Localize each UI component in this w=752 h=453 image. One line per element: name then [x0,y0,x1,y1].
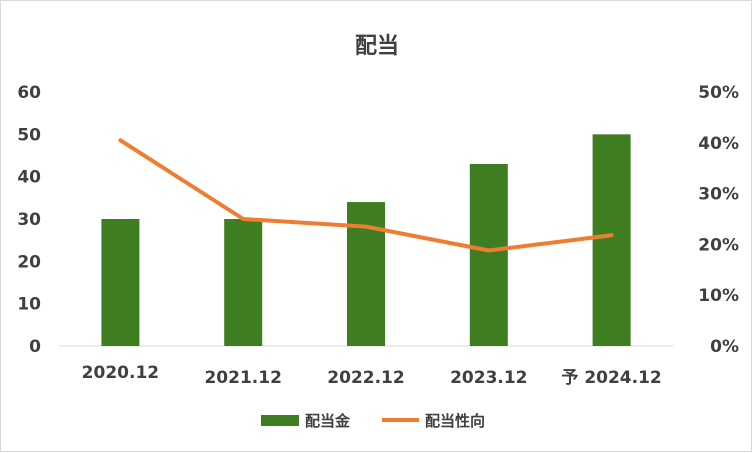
payout-ratio-point [487,248,491,252]
left-tick-label: 40 [17,168,41,188]
right-tick-label: 20% [698,235,739,255]
payout-ratio-point [610,233,614,237]
bar-dividend [347,202,385,346]
payout-ratio-point [364,225,368,229]
left-tick-label: 50 [17,125,41,145]
x-tick-label: 2022.12 [327,368,404,388]
bars-group [101,134,631,346]
left-tick-label: 60 [17,83,41,103]
x-axis-labels: 2020.12 2021.12 2022.12 2023.12 予 2024.12 [82,363,662,388]
x-tick-label: 2020.12 [82,363,159,383]
bar-dividend [224,219,263,346]
bar-dividend [469,163,508,346]
x-tick-label: 2021.12 [204,368,281,388]
right-tick-label: 0% [710,337,739,357]
legend-label-bar: 配当金 [305,412,351,430]
payout-ratio-point [241,217,245,221]
legend-swatch-bar [261,415,299,426]
right-axis-ticks: 0% 10% 20% 30% 40% 50% [698,83,739,357]
x-tick-label: 2023.12 [450,368,527,388]
legend: 配当金 配当性向 [261,412,485,430]
legend-label-line: 配当性向 [425,412,485,430]
right-tick-label: 40% [698,134,739,154]
left-tick-label: 0 [29,337,41,357]
left-tick-label: 30 [17,210,41,230]
bar-dividend [101,219,140,346]
right-tick-label: 10% [698,286,739,306]
left-tick-label: 20 [17,252,41,272]
payout-ratio-point [118,138,122,142]
x-tick-label: 予 2024.12 [561,368,661,388]
right-tick-label: 30% [698,185,739,205]
chart-title: 配当 [355,34,399,59]
right-tick-label: 50% [698,83,739,103]
left-tick-label: 10 [17,295,41,315]
left-axis-ticks: 0 10 20 30 40 50 60 [17,83,41,357]
bar-dividend [592,134,631,346]
line-group [118,138,614,253]
